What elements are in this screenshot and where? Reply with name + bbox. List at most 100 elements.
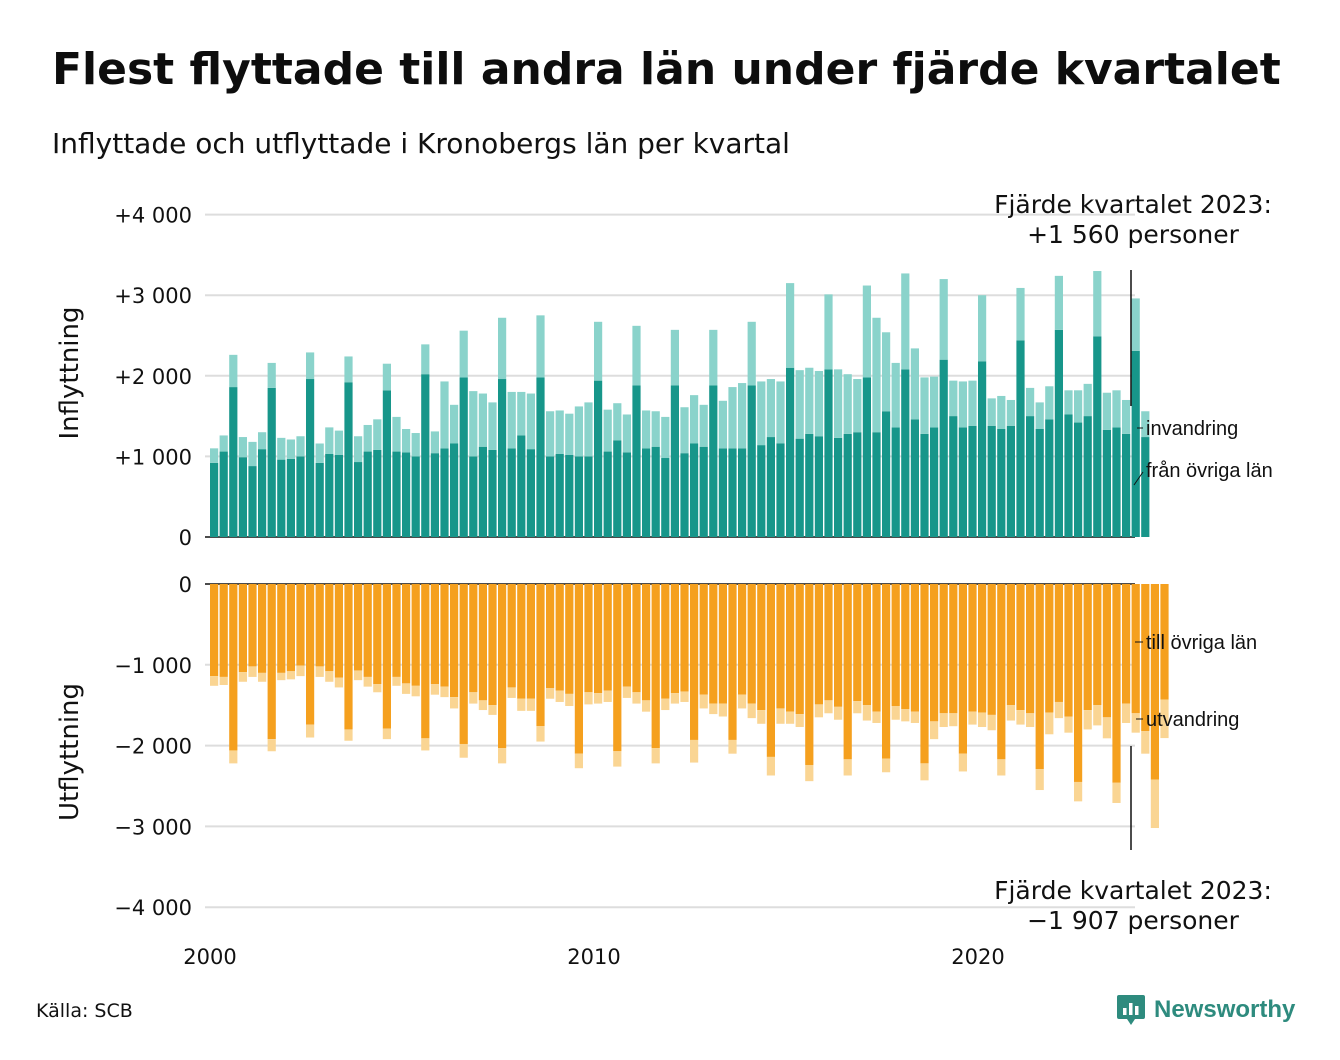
bar-utflyttning-base <box>430 584 439 685</box>
bar-inflyttning-stack <box>546 411 555 457</box>
bar-inflyttning-stack <box>334 430 343 455</box>
bar-utflyttning-base <box>277 584 286 673</box>
bar-inflyttning-stack <box>382 363 391 391</box>
series-label-till-ovriga-lan: till övriga län <box>1146 632 1257 654</box>
bar-utflyttning-stack <box>757 710 766 724</box>
chart-subtitle: Inflyttade och utflyttade i Kronobergs l… <box>52 127 790 160</box>
bar-utflyttning-stack <box>594 693 603 704</box>
bar-utflyttning-stack <box>1035 769 1044 791</box>
annotation-top-line-2: +1 560 personer <box>1027 220 1240 249</box>
bar-inflyttning-stack <box>968 380 977 426</box>
bar-inflyttning-stack <box>901 273 910 370</box>
bars-inflyttning <box>210 271 1150 537</box>
bar-inflyttning-stack <box>507 391 516 449</box>
bar-inflyttning-base <box>862 377 871 537</box>
bar-utflyttning-base <box>709 584 718 704</box>
bar-utflyttning-base <box>1006 584 1015 706</box>
bar-utflyttning-base <box>920 584 929 764</box>
bar-utflyttning-stack <box>1160 699 1169 739</box>
bar-utflyttning-stack <box>325 671 334 682</box>
y-tick-label: +1 000 <box>114 445 192 469</box>
bar-inflyttning-stack <box>411 433 420 457</box>
bar-utflyttning-base <box>910 584 919 712</box>
bar-utflyttning-stack <box>1122 703 1131 723</box>
bar-inflyttning-base <box>1102 429 1111 537</box>
bar-inflyttning-base <box>901 369 910 537</box>
bar-utflyttning-stack <box>459 743 468 758</box>
y-tick-label: −3 000 <box>114 815 192 839</box>
bar-inflyttning-base <box>958 427 967 537</box>
bar-inflyttning-stack <box>1016 287 1025 341</box>
bar-utflyttning-stack <box>219 676 228 685</box>
bar-utflyttning-stack <box>450 697 459 709</box>
bar-inflyttning-stack <box>392 416 401 452</box>
bar-utflyttning-stack <box>651 748 660 764</box>
bar-utflyttning-stack <box>872 711 881 723</box>
bar-inflyttning-base <box>1131 350 1140 537</box>
bar-inflyttning-stack <box>584 402 593 457</box>
bar-utflyttning-base <box>862 584 871 706</box>
y-tick-label: 0 <box>179 526 192 550</box>
bar-inflyttning-base <box>555 453 564 537</box>
bar-inflyttning-base <box>910 419 919 537</box>
bar-inflyttning-stack <box>862 285 871 378</box>
bar-inflyttning-base <box>315 462 324 537</box>
bar-inflyttning-stack <box>219 435 228 452</box>
y-tick-label: +2 000 <box>114 365 192 389</box>
bar-utflyttning-stack <box>229 750 238 764</box>
bar-utflyttning-base <box>1045 584 1054 713</box>
bar-inflyttning-stack <box>805 367 814 434</box>
bar-utflyttning-base <box>718 584 727 704</box>
bar-utflyttning-stack <box>882 758 891 773</box>
bar-utflyttning-stack <box>382 728 391 740</box>
bar-utflyttning-stack <box>834 706 843 720</box>
bar-utflyttning-stack <box>469 692 478 704</box>
bar-utflyttning-base <box>1150 584 1159 780</box>
bar-utflyttning-stack <box>546 688 555 699</box>
bar-utflyttning-stack <box>1093 705 1102 726</box>
bar-utflyttning-stack <box>747 703 756 719</box>
bar-inflyttning-base <box>440 448 449 537</box>
bar-inflyttning-stack <box>229 354 238 388</box>
bar-utflyttning-base <box>238 584 247 673</box>
bar-inflyttning-base <box>354 462 363 537</box>
bar-inflyttning-base <box>296 456 305 537</box>
bar-inflyttning-stack <box>430 431 439 454</box>
bar-inflyttning-stack <box>1093 271 1102 337</box>
bar-inflyttning-stack <box>1074 390 1083 423</box>
bar-utflyttning-base <box>373 584 382 685</box>
bar-inflyttning-stack <box>690 395 699 444</box>
bar-inflyttning-stack <box>488 402 497 450</box>
bar-inflyttning-base <box>1122 433 1131 537</box>
bar-utflyttning-stack <box>277 672 286 681</box>
bar-utflyttning-stack <box>843 759 852 776</box>
bar-utflyttning-base <box>1016 584 1025 711</box>
bar-inflyttning-stack <box>555 410 564 454</box>
bar-utflyttning-base <box>1093 584 1102 706</box>
bar-inflyttning-stack <box>949 380 958 417</box>
bar-utflyttning-base <box>738 584 747 695</box>
bar-utflyttning-base <box>786 584 795 712</box>
bar-utflyttning-base <box>968 584 977 712</box>
bar-inflyttning-base <box>536 377 545 537</box>
bar-inflyttning-base <box>997 428 1006 537</box>
bar-utflyttning-base <box>987 584 996 715</box>
bar-inflyttning-stack <box>882 332 891 412</box>
y-tick-label: +4 000 <box>114 204 192 228</box>
bar-utflyttning-base <box>651 584 660 749</box>
bar-inflyttning-stack <box>1112 390 1121 428</box>
chart-area: 0 +1 000 +2 000 +3 000 +4 000 0 −1 000 −2 000 −… <box>55 190 1273 969</box>
bar-utflyttning-stack <box>853 701 862 714</box>
bar-inflyttning-base <box>277 459 286 537</box>
bar-utflyttning-stack <box>910 711 919 723</box>
bar-inflyttning-stack <box>670 329 679 386</box>
bar-utflyttning-base <box>546 584 555 689</box>
bar-utflyttning-base <box>728 584 737 740</box>
bar-inflyttning-base <box>363 451 372 537</box>
bar-inflyttning-stack <box>622 414 631 453</box>
bar-utflyttning-stack <box>718 703 727 717</box>
bar-inflyttning-stack <box>1122 399 1131 434</box>
bar-utflyttning-stack <box>440 686 449 698</box>
bar-utflyttning-stack <box>786 711 795 724</box>
bar-utflyttning-base <box>488 584 497 706</box>
